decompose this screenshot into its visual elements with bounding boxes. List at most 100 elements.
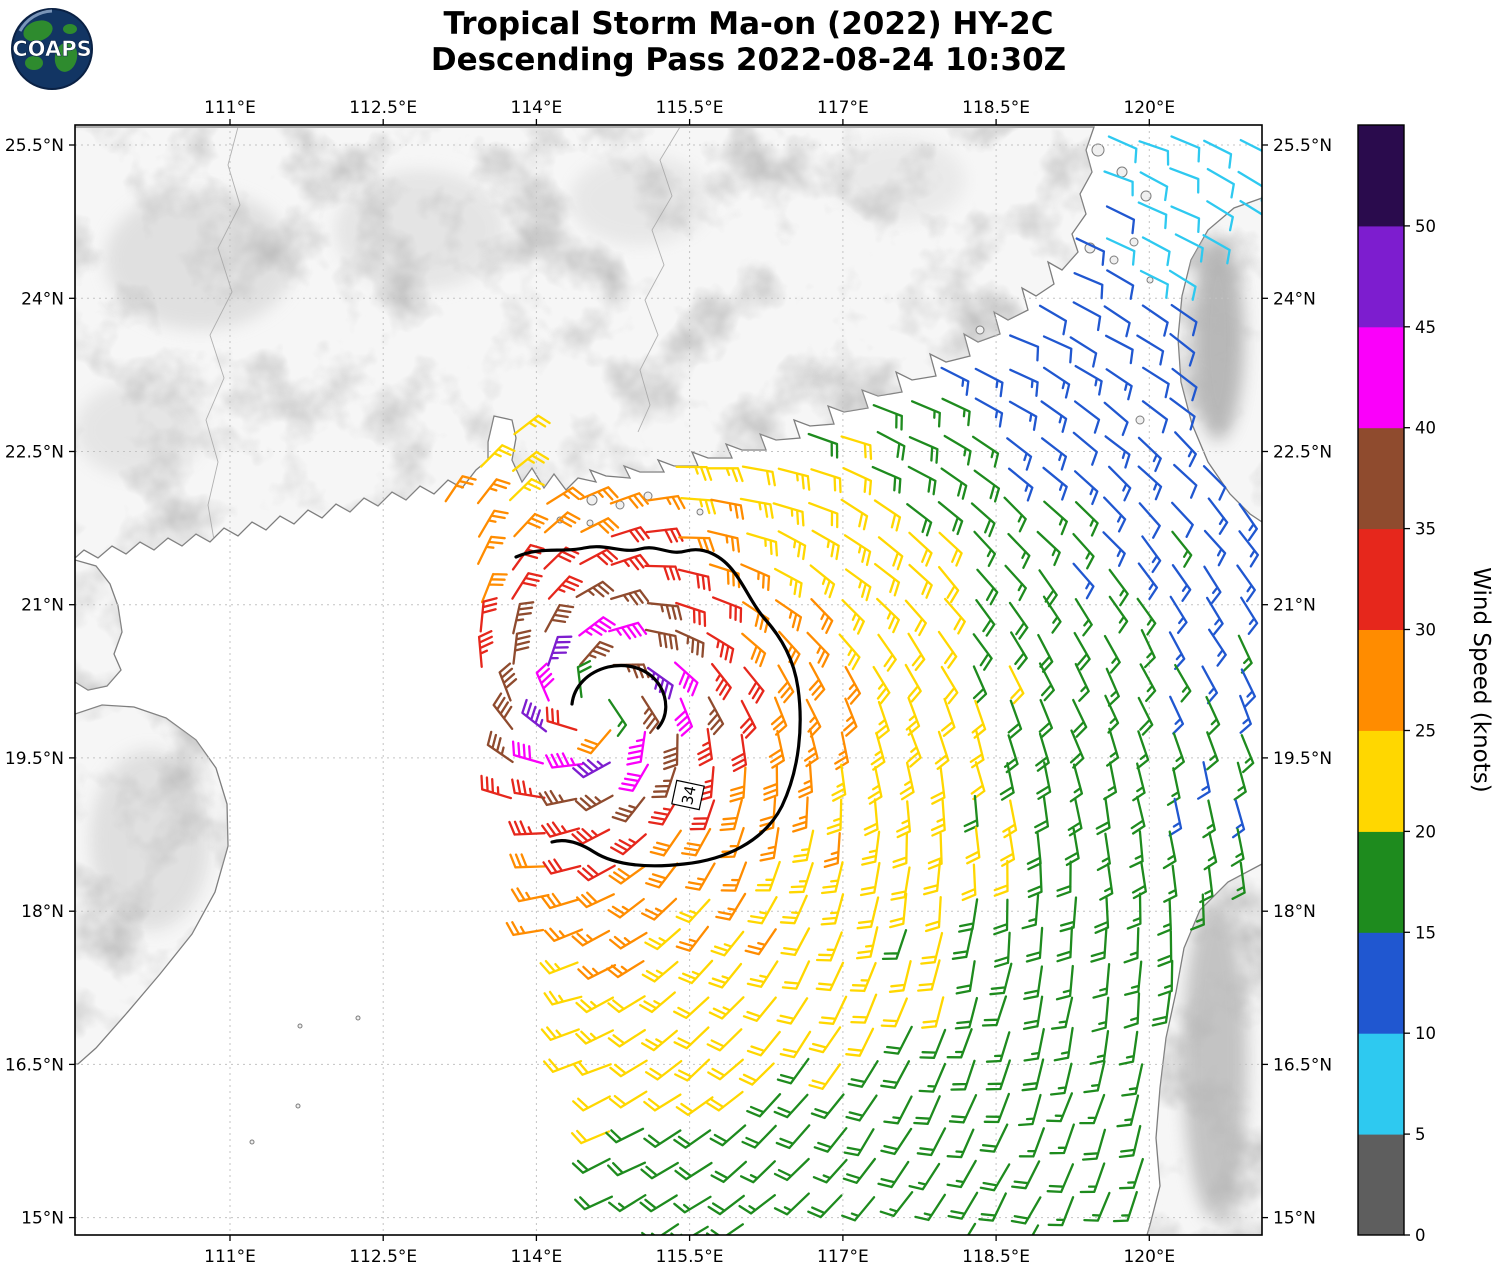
wind-barb xyxy=(644,628,679,651)
wind-barb xyxy=(746,532,779,557)
wind-barb xyxy=(1171,564,1192,602)
wind-barb xyxy=(608,621,648,640)
wind-barb xyxy=(792,796,809,833)
wind-barb xyxy=(1021,893,1040,930)
wind-barb xyxy=(989,962,1013,996)
wind-barb xyxy=(697,727,713,767)
wind-barb xyxy=(856,896,880,930)
wind-barb xyxy=(823,832,841,869)
wind-barb xyxy=(861,830,881,866)
wind-barb xyxy=(1053,1026,1074,1062)
wind-barb xyxy=(970,502,996,538)
wind-barb xyxy=(744,928,777,956)
wind-barb xyxy=(905,696,921,736)
wind-barb xyxy=(1136,334,1165,366)
wind-barb xyxy=(742,996,777,1022)
wind-barb xyxy=(772,502,805,527)
wind-barb xyxy=(545,752,584,769)
wind-barb xyxy=(1208,628,1227,667)
wind-barb xyxy=(810,468,842,494)
wind-barb xyxy=(1073,470,1099,506)
wind-barb xyxy=(1124,960,1143,996)
wind-barb xyxy=(477,630,494,668)
wind-barb xyxy=(779,1030,812,1059)
island xyxy=(1091,143,1105,157)
wind-barb xyxy=(1138,502,1161,539)
wind-barb xyxy=(1190,893,1205,931)
wind-barb xyxy=(1103,761,1118,801)
wind-barb xyxy=(1009,334,1040,362)
wind-barb xyxy=(1099,862,1114,901)
lat-tick-label-left: 24°N xyxy=(21,289,64,309)
wind-barb xyxy=(863,798,879,837)
wind-barb xyxy=(539,959,579,975)
wind-barb xyxy=(605,1127,645,1144)
wind-barb xyxy=(1047,1196,1075,1227)
colorbar-segment xyxy=(1358,932,1404,1034)
wind-barb xyxy=(1166,767,1181,806)
wind-barb xyxy=(1136,730,1150,770)
wind-barb xyxy=(680,496,717,515)
wind-barb xyxy=(1168,269,1197,301)
colorbar-tick-label: 0 xyxy=(1415,1226,1426,1245)
wind-barb xyxy=(640,1161,679,1180)
wind-barb xyxy=(842,467,873,496)
contour-label-group: 34 xyxy=(671,779,705,811)
wind-barb xyxy=(709,1124,747,1147)
island xyxy=(586,519,594,527)
wind-barb xyxy=(910,400,941,428)
wind-barb xyxy=(547,635,573,667)
wind-barb xyxy=(875,700,890,741)
wind-barb xyxy=(773,1157,810,1182)
wind-barb xyxy=(651,766,677,799)
wind-barb xyxy=(1064,827,1080,867)
wind-barb xyxy=(826,798,843,836)
island xyxy=(295,1103,301,1109)
wind-barb xyxy=(813,1127,848,1153)
wind-barb xyxy=(845,1094,878,1122)
wind-barb xyxy=(907,465,937,496)
wind-barb xyxy=(1206,167,1235,199)
wind-barb xyxy=(640,1029,678,1052)
wind-barb xyxy=(707,1058,744,1081)
wind-barb xyxy=(706,467,744,483)
wind-barb xyxy=(1197,761,1211,800)
wind-barb xyxy=(1025,926,1044,963)
wind-barb xyxy=(1008,665,1025,705)
wind-barb xyxy=(1168,631,1186,671)
wind-barb xyxy=(993,898,1009,936)
wind-barb xyxy=(606,960,645,979)
wind-barb xyxy=(545,706,578,732)
wind-barb xyxy=(844,568,872,602)
wind-barb xyxy=(508,820,546,836)
wind-barb xyxy=(843,534,872,567)
wind-barb xyxy=(540,1026,580,1041)
wind-barb xyxy=(731,733,748,773)
wind-barb xyxy=(1137,696,1154,736)
wind-barb xyxy=(1137,201,1168,230)
wind-barb xyxy=(576,659,592,699)
wind-barb xyxy=(1009,368,1039,397)
wind-barb xyxy=(707,696,725,736)
wind-barb xyxy=(808,1026,842,1054)
wind-barb xyxy=(770,696,788,736)
wind-barb xyxy=(678,536,715,553)
wind-barb xyxy=(780,927,811,957)
colorbar-segment xyxy=(1358,125,1404,227)
wind-barb xyxy=(1207,497,1229,535)
wind-barb xyxy=(870,731,886,771)
wind-barb xyxy=(512,629,532,665)
wind-barb xyxy=(919,1028,947,1059)
wind-barb xyxy=(1040,437,1068,471)
wind-barb xyxy=(1107,465,1132,502)
wind-barb xyxy=(883,1025,913,1055)
wind-barb xyxy=(1231,861,1246,900)
wind-barb xyxy=(1131,860,1147,900)
colorbar-tick-label: 40 xyxy=(1415,419,1436,438)
wind-barb xyxy=(675,898,711,924)
wind-barb xyxy=(673,996,710,1020)
wind-barb xyxy=(843,1128,875,1157)
wind-barb xyxy=(706,1090,744,1112)
wind-barb xyxy=(572,758,611,779)
wind-barb xyxy=(1163,864,1178,903)
